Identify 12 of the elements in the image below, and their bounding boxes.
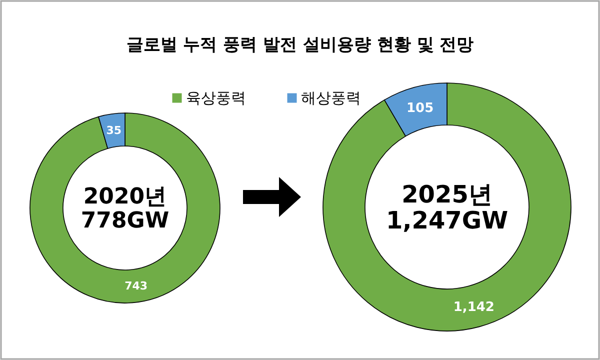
data-label: 35 (106, 124, 122, 138)
text: 2020년 (83, 184, 167, 210)
legend-label: 육상풍력 (186, 89, 246, 107)
legend-label: 해상풍력 (301, 89, 361, 107)
text: 1,247GW (386, 206, 508, 234)
donut-slice (30, 112, 220, 304)
data-label: 1,142 (453, 300, 494, 315)
data-label: 105 (406, 101, 434, 116)
data-label: 743 (124, 280, 148, 293)
text: 2025년 (402, 180, 492, 208)
text: 글로벌 누적 풍력 발전 설비용량 현황 및 전망 (126, 35, 474, 55)
text: 778GW (80, 208, 170, 234)
